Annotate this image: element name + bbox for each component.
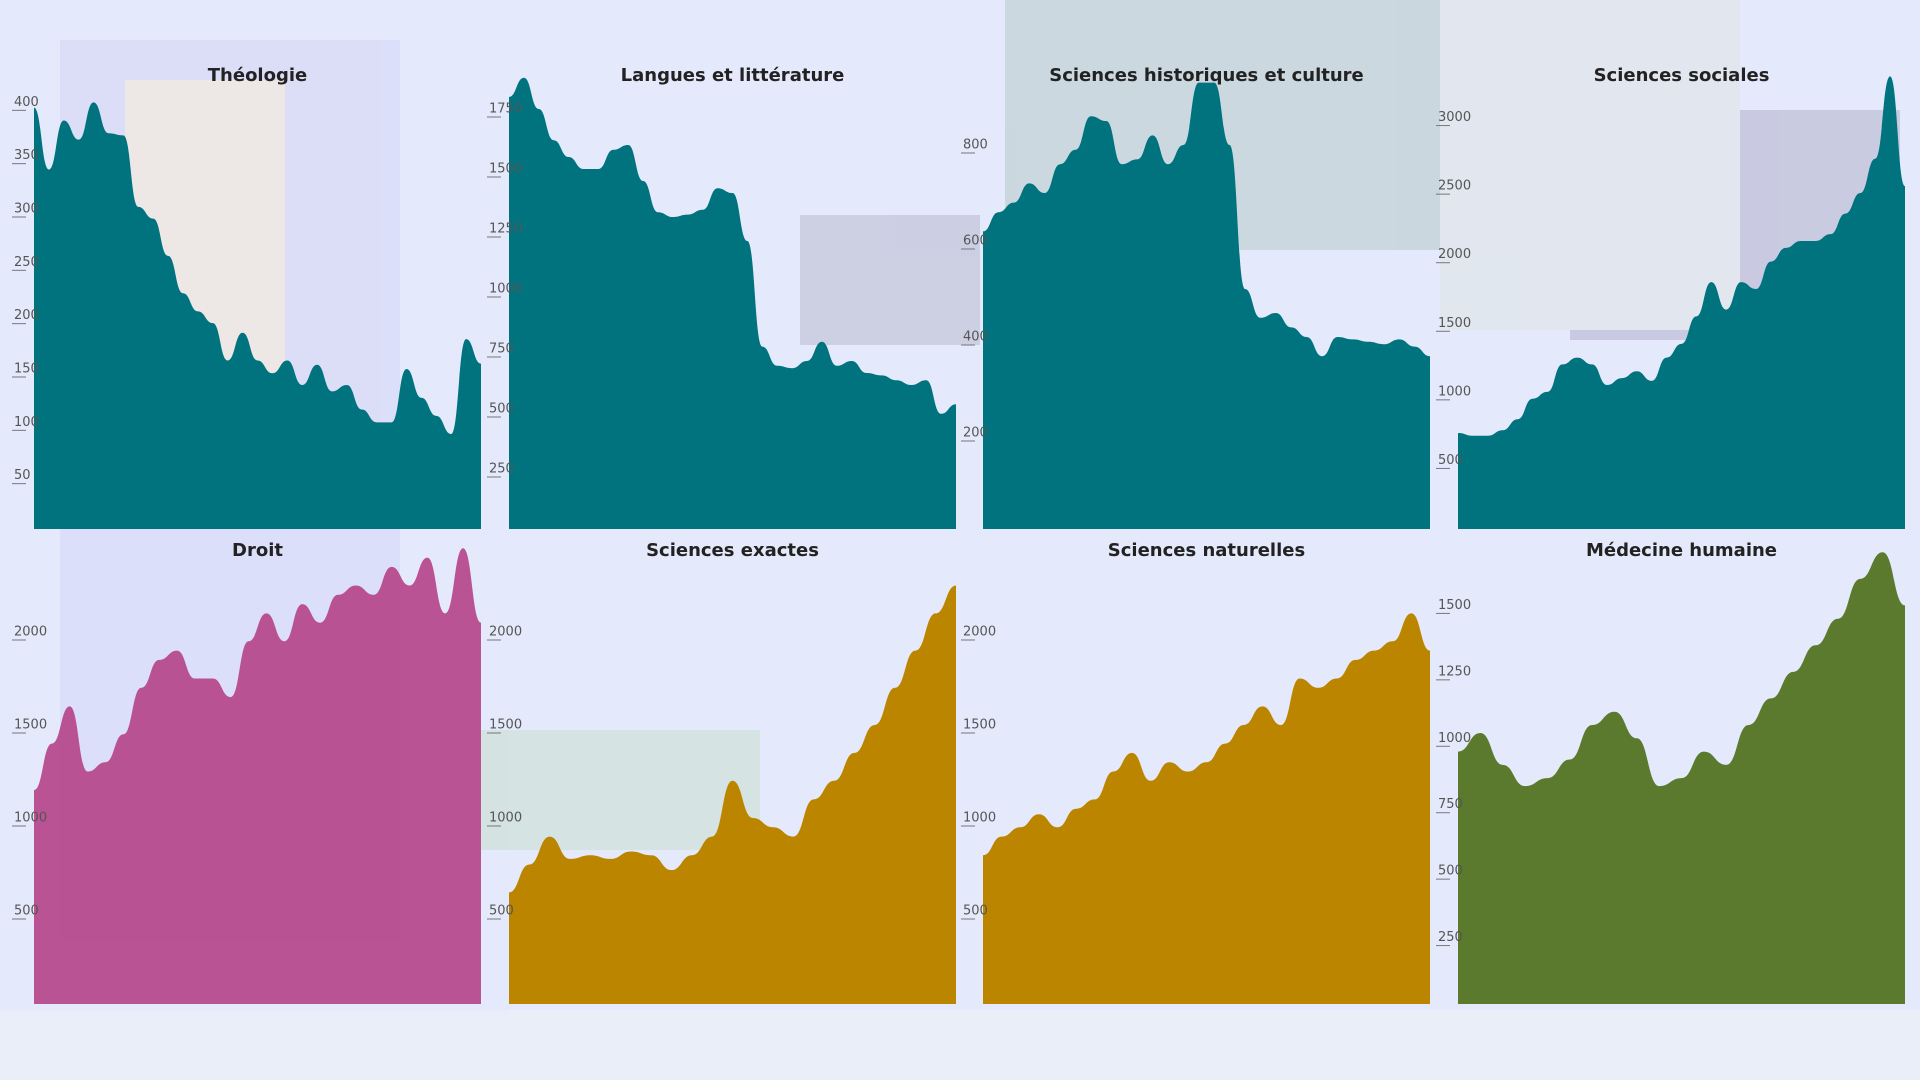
area: [983, 82, 1430, 529]
y-tick-label: 1250: [1438, 664, 1471, 679]
y-tick-label: 1500: [963, 718, 996, 733]
y-tick-label: 3000: [1438, 110, 1471, 125]
chart-title: Sciences exactes: [646, 540, 819, 561]
y-tick-label: 500: [1438, 864, 1463, 879]
y-tick-label: 750: [1438, 797, 1463, 812]
y-tick-label: 150: [14, 362, 39, 377]
y-tick-label: 1000: [489, 282, 522, 297]
chart-title: Théologie: [208, 65, 307, 86]
y-tick-label: 1250: [489, 222, 522, 237]
y-tick-label: 2000: [963, 625, 996, 640]
area: [34, 102, 481, 529]
y-tick-label: 250: [1438, 930, 1463, 945]
y-tick-label: 1500: [489, 162, 522, 177]
area: [509, 585, 956, 1004]
y-tick-label: 500: [14, 904, 39, 919]
y-tick-label: 1500: [1438, 598, 1471, 613]
y-tick-label: 1750: [489, 102, 522, 117]
y-tick-label: 400: [14, 95, 39, 110]
area: [1458, 76, 1905, 529]
y-tick-label: 100: [14, 415, 39, 430]
y-tick-label: 500: [489, 904, 514, 919]
area: [509, 77, 956, 530]
y-tick-label: 50: [14, 468, 31, 483]
y-tick-label: 2500: [1438, 179, 1471, 194]
y-tick-label: 600: [963, 234, 988, 249]
bg-book: [1440, 0, 1740, 330]
area: [983, 613, 1430, 1004]
y-tick-label: 300: [14, 202, 39, 217]
y-tick-label: 1000: [963, 811, 996, 826]
y-tick-label: 1000: [14, 811, 47, 826]
bg-book: [800, 215, 980, 345]
chart-title: Droit: [232, 540, 283, 561]
y-tick-label: 1500: [14, 718, 47, 733]
y-tick-label: 250: [14, 255, 39, 270]
chart-title: Médecine humaine: [1586, 540, 1777, 561]
chart-title: Langues et littérature: [621, 65, 845, 86]
y-tick-label: 1000: [1438, 731, 1471, 746]
area: [1458, 552, 1905, 1004]
y-tick-label: 350: [14, 148, 39, 163]
chart-title: Sciences historiques et culture: [1049, 65, 1364, 86]
y-tick-label: 1500: [1438, 316, 1471, 331]
y-tick-label: 200: [963, 426, 988, 441]
chart-title: Sciences naturelles: [1108, 540, 1305, 561]
y-tick-label: 200: [14, 308, 39, 323]
y-tick-label: 500: [489, 402, 514, 417]
area: [34, 548, 481, 1004]
y-tick-label: 400: [963, 330, 988, 345]
y-tick-label: 500: [1438, 453, 1463, 468]
y-tick-label: 1000: [1438, 384, 1471, 399]
y-tick-label: 1000: [489, 811, 522, 826]
y-tick-label: 2000: [1438, 247, 1471, 262]
y-tick-label: 1500: [489, 718, 522, 733]
y-tick-label: 2000: [14, 625, 47, 640]
y-tick-label: 750: [489, 342, 514, 357]
y-tick-label: 2000: [489, 625, 522, 640]
y-tick-label: 800: [963, 138, 988, 153]
bg-book: [480, 730, 760, 850]
chart-title: Sciences sociales: [1594, 65, 1770, 86]
y-tick-label: 250: [489, 462, 514, 477]
bg-floor: [0, 1010, 1920, 1080]
y-tick-label: 500: [963, 904, 988, 919]
